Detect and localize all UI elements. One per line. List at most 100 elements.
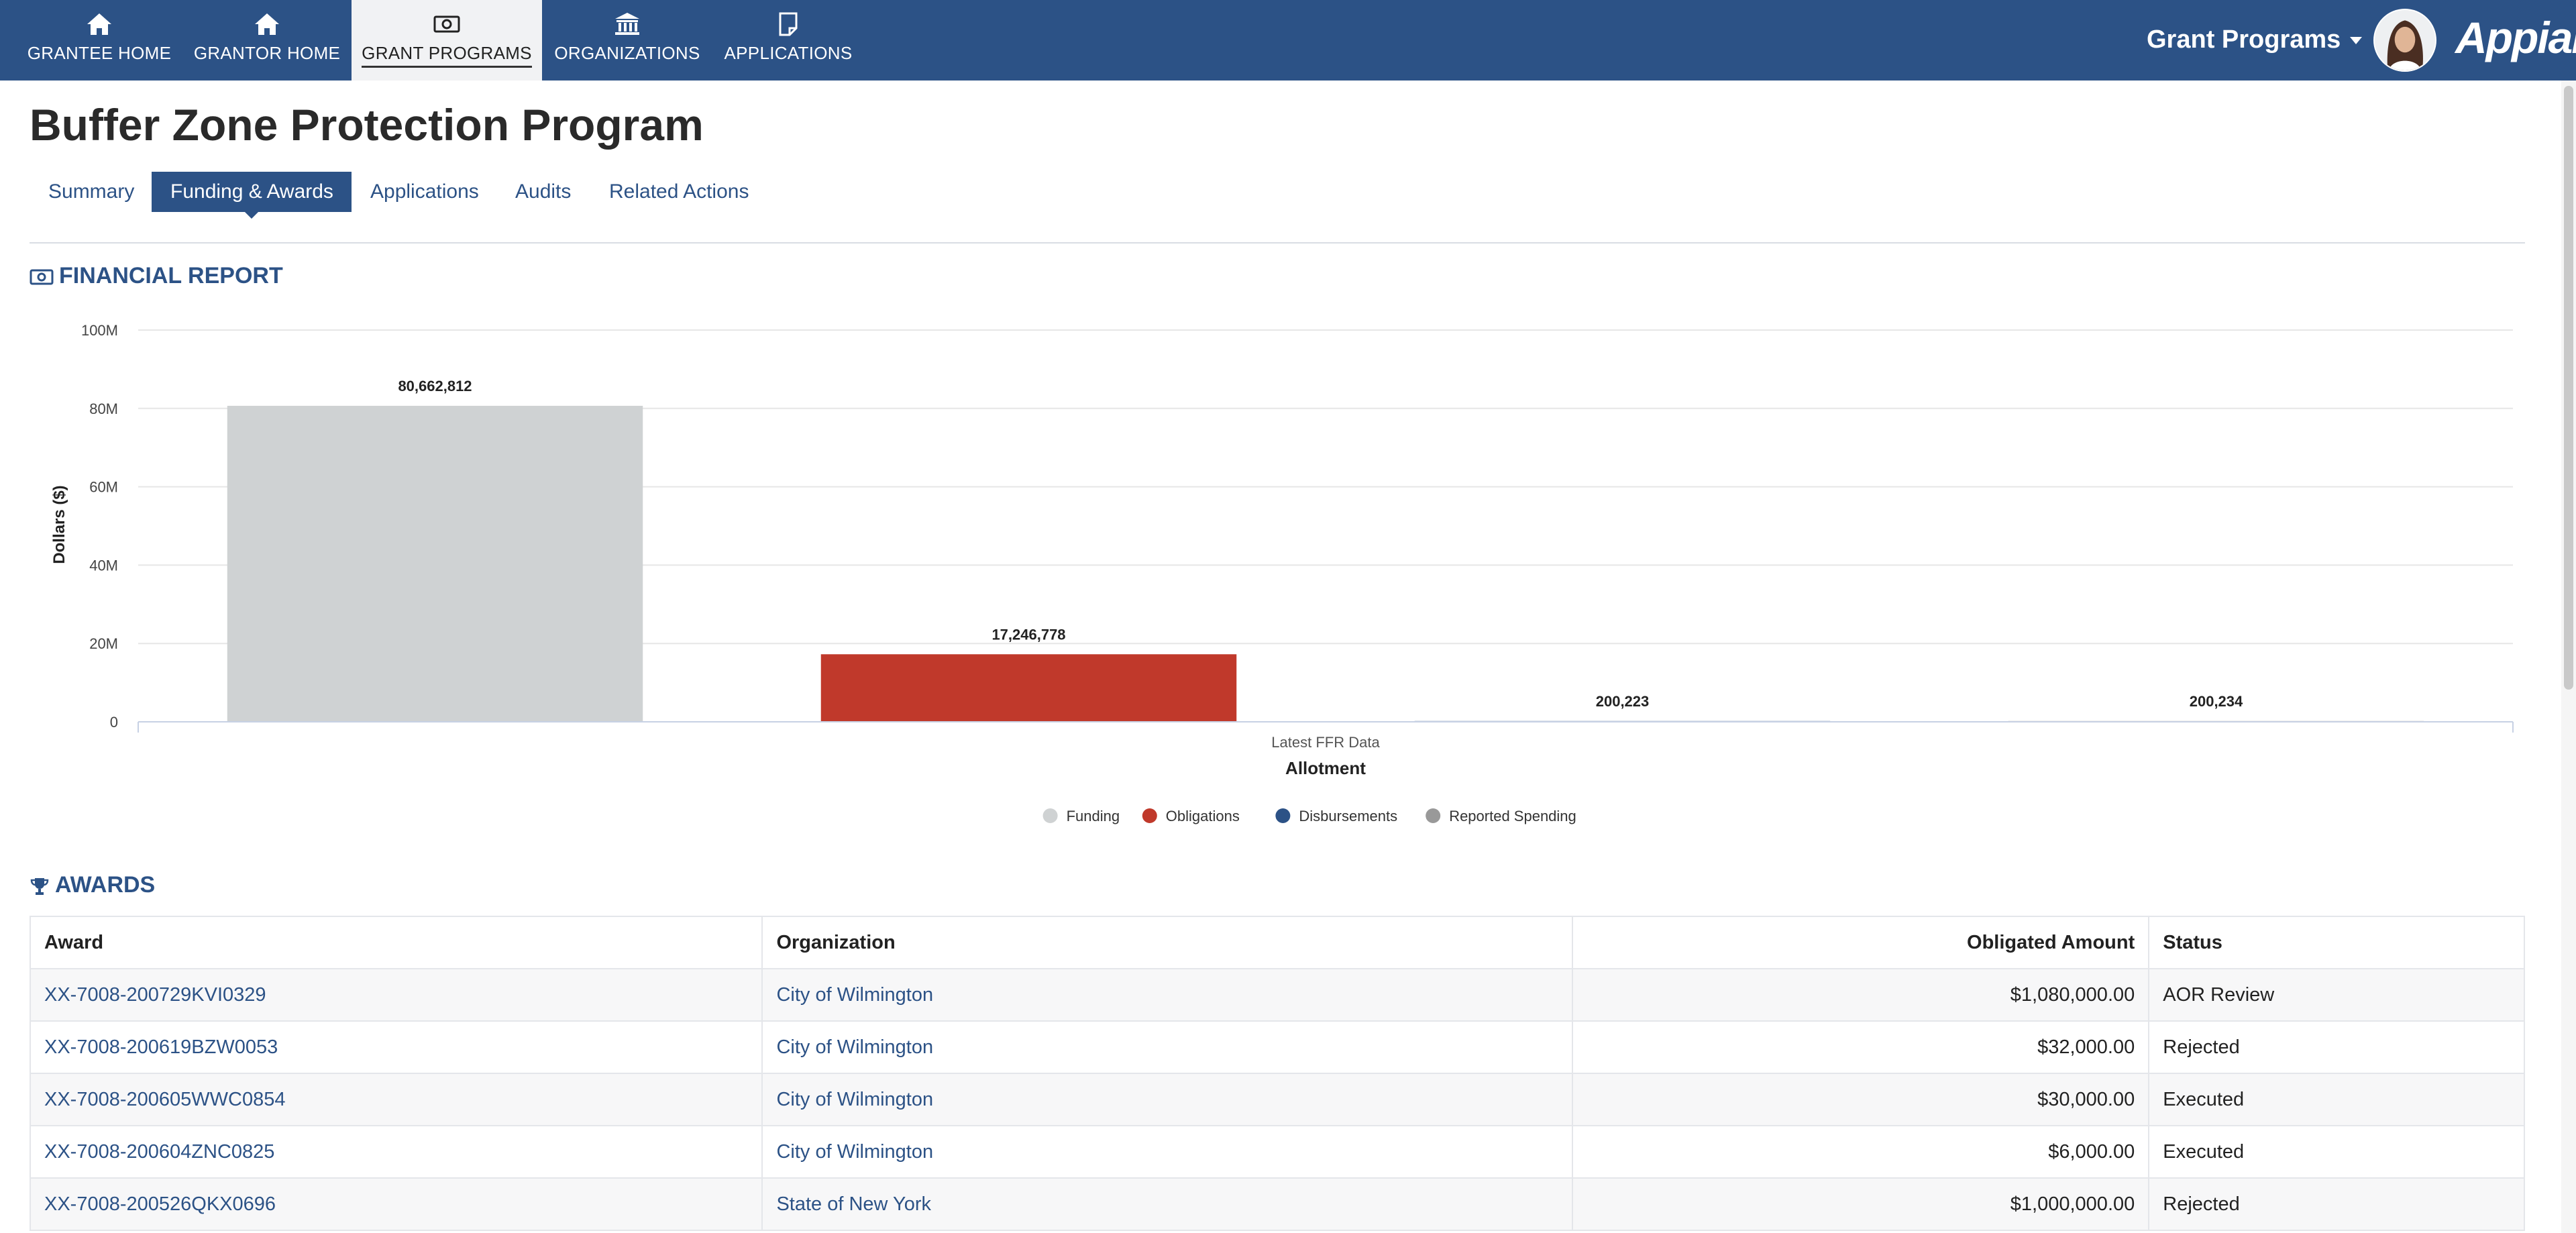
header-divider bbox=[30, 242, 2525, 244]
award-link[interactable]: XX-7008-200605WWC0854 bbox=[44, 1088, 286, 1110]
tab-summary[interactable]: Summary bbox=[30, 172, 152, 212]
chevron-down-icon bbox=[2350, 37, 2363, 45]
legend-swatch bbox=[1142, 808, 1157, 823]
organization-cell: State of New York bbox=[761, 1177, 1573, 1231]
appian-logo[interactable]: Appian bbox=[2455, 13, 2576, 62]
status-cell: AOR Review bbox=[2148, 968, 2525, 1022]
data-label: 200,223 bbox=[1596, 693, 1650, 710]
award-link[interactable]: XX-7008-200729KVI0329 bbox=[44, 983, 266, 1006]
bar-obligations[interactable] bbox=[820, 654, 1237, 722]
y-tick-label: 0 bbox=[110, 714, 118, 731]
tab-active-pointer bbox=[245, 212, 258, 219]
trophy-icon bbox=[30, 878, 49, 896]
column-header-status[interactable]: Status bbox=[2148, 916, 2525, 969]
column-header-organization[interactable]: Organization bbox=[761, 916, 1573, 969]
tab-audits[interactable]: Audits bbox=[496, 172, 590, 212]
x-category-label: Latest FFR Data bbox=[1271, 734, 1380, 751]
legend-swatch bbox=[1042, 808, 1058, 823]
award-cell: XX-7008-200619BZW0053 bbox=[29, 1020, 763, 1074]
bank-icon bbox=[615, 13, 639, 35]
nav-organizations[interactable]: ORGANIZATIONS bbox=[550, 0, 704, 81]
legend-label[interactable]: Obligations bbox=[1166, 808, 1240, 824]
nav-label: ORGANIZATIONS bbox=[554, 43, 700, 63]
tab-label: Summary bbox=[48, 180, 135, 203]
y-axis-title: Dollars ($) bbox=[50, 485, 68, 564]
data-label: 80,662,812 bbox=[398, 378, 472, 394]
chart-bars bbox=[227, 405, 2424, 722]
y-tick-label: 20M bbox=[89, 635, 118, 652]
y-tick-label: 80M bbox=[89, 400, 118, 417]
financial-report-title: FINANCIAL REPORT bbox=[59, 263, 283, 288]
nav-applications[interactable]: APPLICATIONS bbox=[718, 0, 859, 81]
chart-data-labels: 80,662,812 17,246,778 200,223 200,234 bbox=[398, 378, 2243, 710]
organization-link[interactable]: City of Wilmington bbox=[776, 1088, 934, 1110]
data-label: 200,234 bbox=[2190, 693, 2243, 710]
legend-label[interactable]: Funding bbox=[1067, 808, 1120, 824]
y-tick-label: 40M bbox=[89, 557, 118, 574]
tab-applications[interactable]: Applications bbox=[352, 172, 496, 212]
obligated-amount-cell: $1,080,000.00 bbox=[1571, 968, 2150, 1022]
award-cell: XX-7008-200729KVI0329 bbox=[29, 968, 763, 1022]
organization-cell: City of Wilmington bbox=[761, 1125, 1573, 1179]
app-switcher[interactable]: Grant Programs bbox=[2147, 25, 2363, 54]
column-header-award[interactable]: Award bbox=[29, 916, 763, 969]
legend-label[interactable]: Reported Spending bbox=[1449, 808, 1576, 824]
tab-related-actions[interactable]: Related Actions bbox=[590, 172, 769, 212]
nav-grantor-home[interactable]: GRANTOR HOME bbox=[189, 0, 345, 81]
nav-grantee-home[interactable]: GRANTEE HOME bbox=[15, 0, 184, 81]
obligated-amount-cell: $30,000.00 bbox=[1571, 1073, 2150, 1126]
organization-cell: City of Wilmington bbox=[761, 1020, 1573, 1074]
app-switcher-label: Grant Programs bbox=[2147, 25, 2341, 54]
awards-table: Award Organization Obligated Amount Stat… bbox=[29, 916, 2525, 1231]
status-cell: Rejected bbox=[2148, 1177, 2525, 1231]
nav-label: GRANTOR HOME bbox=[193, 43, 341, 63]
financial-report-chart: 0 20M 40M 60M 80M 100M 80,662,812 17,246,778 20… bbox=[50, 322, 2514, 824]
money-icon bbox=[433, 15, 460, 33]
scrollbar-thumb[interactable] bbox=[2564, 86, 2573, 690]
award-link[interactable]: XX-7008-200619BZW0053 bbox=[44, 1036, 278, 1058]
organization-link[interactable]: City of Wilmington bbox=[776, 1036, 934, 1058]
award-cell: XX-7008-200526QKX0696 bbox=[29, 1177, 763, 1231]
home-icon bbox=[255, 13, 279, 35]
organization-cell: City of Wilmington bbox=[761, 968, 1573, 1022]
obligated-amount-cell: $6,000.00 bbox=[1571, 1125, 2150, 1179]
organization-cell: City of Wilmington bbox=[761, 1073, 1573, 1126]
organization-link[interactable]: City of Wilmington bbox=[776, 983, 934, 1006]
tab-label: Related Actions bbox=[609, 180, 749, 203]
table-row: XX-7008-200729KVI0329 City of Wilmington… bbox=[29, 968, 2525, 1022]
chart-y-ticks: 0 20M 40M 60M 80M 100M bbox=[81, 322, 118, 731]
tab-label: Applications bbox=[370, 180, 479, 203]
page-title: Buffer Zone Protection Program bbox=[30, 100, 704, 150]
tab-label: Funding & Awards bbox=[170, 180, 333, 203]
x-axis-title: Allotment bbox=[1285, 758, 1366, 778]
table-row: XX-7008-200526QKX0696 State of New York … bbox=[29, 1177, 2525, 1231]
nav-grant-programs[interactable]: GRANT PROGRAMS bbox=[352, 0, 542, 81]
table-row: XX-7008-200604ZNC0825 City of Wilmington… bbox=[29, 1125, 2525, 1179]
nav-label: GRANT PROGRAMS bbox=[352, 43, 542, 68]
column-header-obligated-amount[interactable]: Obligated Amount bbox=[1571, 916, 2150, 969]
award-link[interactable]: XX-7008-200604ZNC0825 bbox=[44, 1140, 275, 1163]
awards-heading: AWARDS bbox=[30, 872, 155, 898]
award-link[interactable]: XX-7008-200526QKX0696 bbox=[44, 1193, 276, 1215]
awards-title: AWARDS bbox=[55, 872, 156, 898]
obligated-amount-cell: $1,000,000.00 bbox=[1571, 1177, 2150, 1231]
table-header-row: Award Organization Obligated Amount Stat… bbox=[29, 916, 2525, 969]
financial-report-heading: FINANCIAL REPORT bbox=[30, 263, 283, 289]
bar-funding[interactable] bbox=[227, 405, 643, 722]
avatar[interactable] bbox=[2373, 9, 2436, 72]
y-tick-label: 60M bbox=[89, 479, 118, 496]
data-label: 17,246,778 bbox=[991, 626, 1065, 643]
top-navigation-bar: GRANTEE HOME GRANTOR HOME GRANT PROGRAMS… bbox=[0, 0, 2576, 81]
organization-link[interactable]: City of Wilmington bbox=[776, 1140, 934, 1163]
y-tick-label: 100M bbox=[81, 322, 118, 339]
award-cell: XX-7008-200604ZNC0825 bbox=[29, 1125, 763, 1179]
nav-label: GRANTEE HOME bbox=[27, 43, 172, 63]
organization-link[interactable]: State of New York bbox=[776, 1193, 931, 1215]
status-cell: Rejected bbox=[2148, 1020, 2525, 1074]
nav-label: APPLICATIONS bbox=[724, 43, 853, 63]
tab-funding-awards[interactable]: Funding & Awards bbox=[152, 172, 352, 219]
home-icon bbox=[87, 13, 111, 35]
legend-label[interactable]: Disbursements bbox=[1299, 808, 1397, 824]
obligated-amount-cell: $32,000.00 bbox=[1571, 1020, 2150, 1074]
status-cell: Executed bbox=[2148, 1125, 2525, 1179]
